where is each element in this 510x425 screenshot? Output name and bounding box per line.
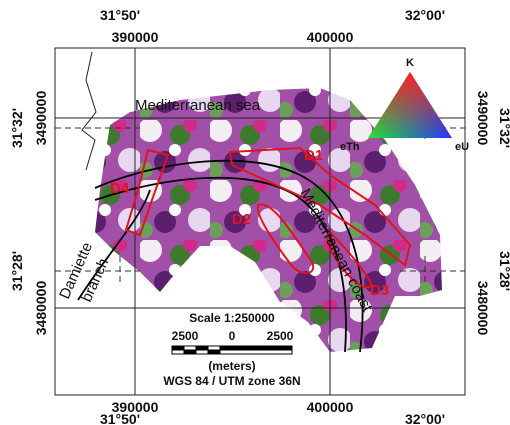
lon-label: 32°00' xyxy=(405,411,445,425)
lat-label: 31°28' xyxy=(9,251,25,291)
zone-label: D2 xyxy=(232,211,251,228)
ternary-overlay xyxy=(368,72,452,138)
lon-label: 32°00' xyxy=(405,7,445,23)
ternary-label: eU xyxy=(455,141,469,153)
scale-tick: 2500 xyxy=(172,329,199,343)
lon-label: 31°50' xyxy=(100,7,140,23)
lat-label: 31°32' xyxy=(9,108,25,148)
lon-label: 31°50' xyxy=(100,411,140,425)
scale-tick: 2500 xyxy=(267,329,294,343)
northing-label: 3490000 xyxy=(33,91,49,146)
zone-label: D1 xyxy=(304,147,323,164)
ternary-label: eTh xyxy=(340,141,360,153)
projection: WGS 84 / UTM zone 36N xyxy=(163,374,300,388)
zone-label: D3 xyxy=(370,282,389,299)
coast-outline xyxy=(82,52,96,170)
northing-label: 3490000 xyxy=(475,91,491,146)
map-figure: D1 D2 D3 D4 K eTh eU Mediterranean sea M… xyxy=(0,0,510,425)
easting-label: 390000 xyxy=(112,29,159,45)
lat-label: 31°28' xyxy=(497,251,510,291)
easting-label: 400000 xyxy=(307,399,354,415)
lat-label: 31°32' xyxy=(497,108,510,148)
northing-label: 3480000 xyxy=(33,281,49,336)
ternary-label: K xyxy=(406,57,414,69)
easting-label: 400000 xyxy=(307,29,354,45)
scale-title: Scale 1:250000 xyxy=(189,311,275,325)
scale-tick: 0 xyxy=(229,329,236,343)
sea-label: Mediterranean sea xyxy=(135,97,261,114)
northing-label: 3480000 xyxy=(475,281,491,336)
scale-unit: (meters) xyxy=(208,359,255,373)
scale-bar xyxy=(172,346,292,354)
zone-label: D4 xyxy=(110,180,130,197)
